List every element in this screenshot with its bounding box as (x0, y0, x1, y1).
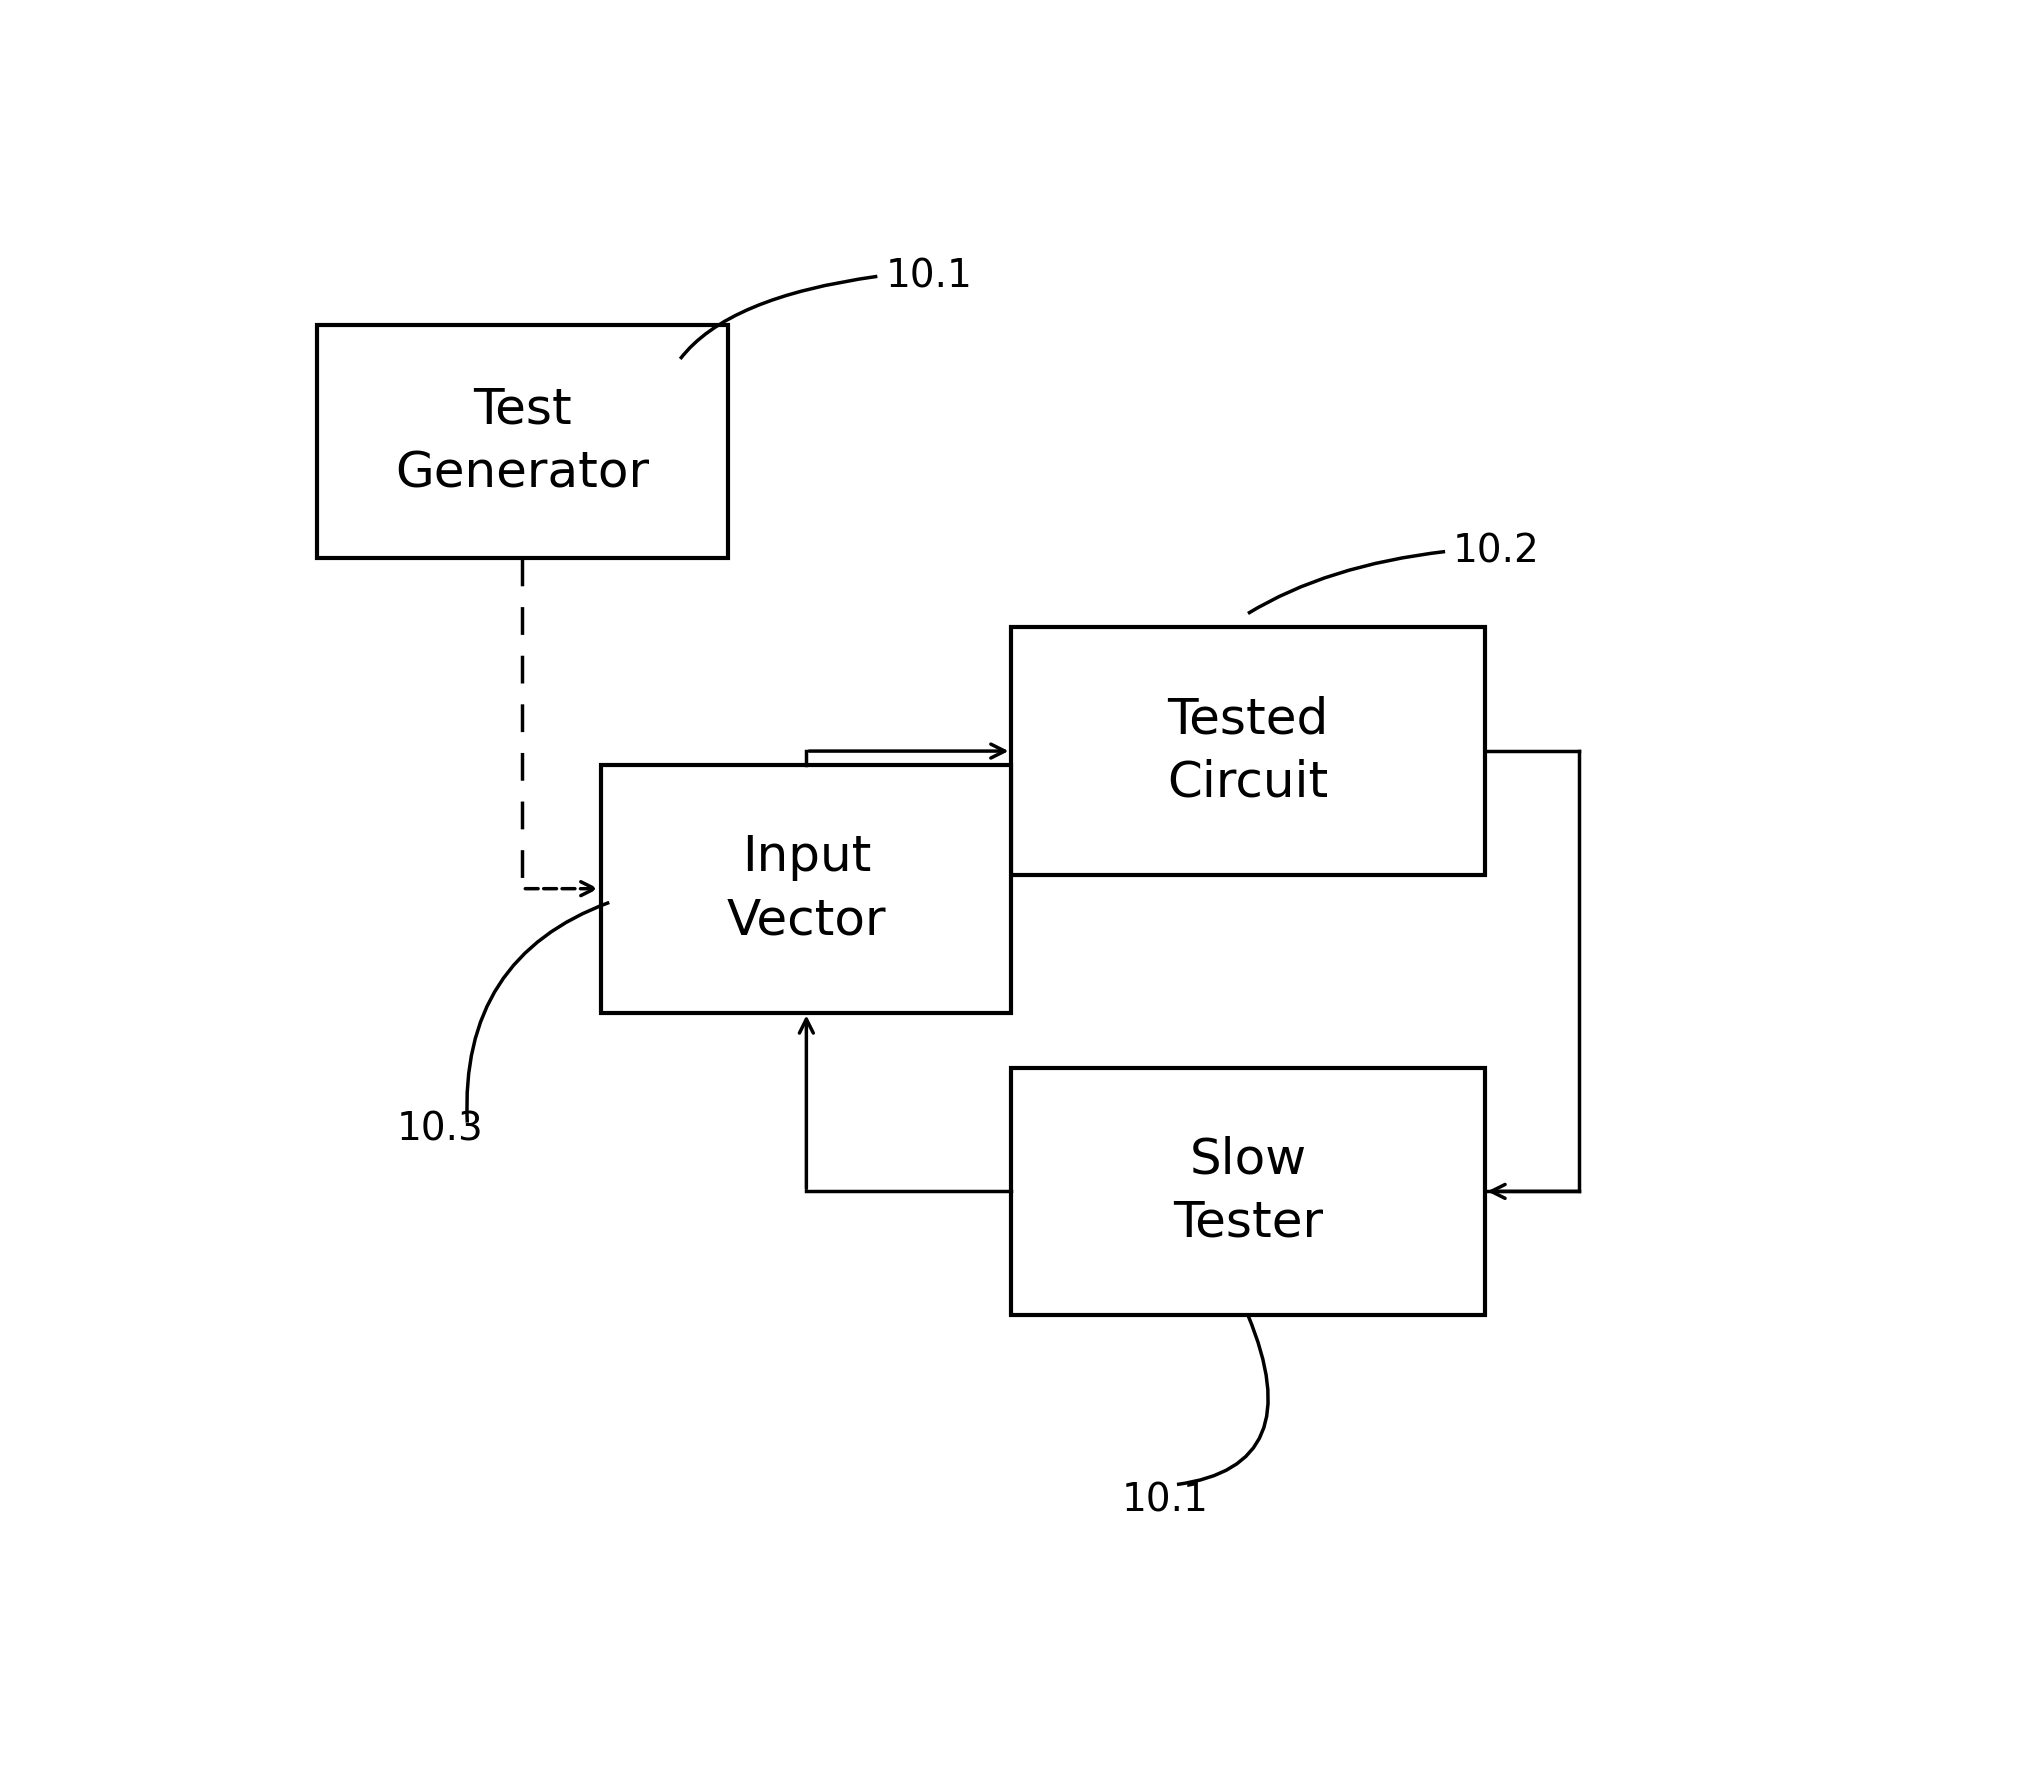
Text: 10.2: 10.2 (1453, 533, 1540, 570)
Text: Test
Generator: Test Generator (395, 386, 649, 497)
Bar (317, 325, 729, 558)
Text: Tested
Circuit: Tested Circuit (1168, 695, 1329, 806)
Text: Input
Vector: Input Vector (726, 833, 885, 944)
Text: 10.1: 10.1 (885, 257, 973, 295)
Text: Slow
Tester: Slow Tester (1172, 1137, 1323, 1247)
Text: 10.1: 10.1 (1121, 1481, 1209, 1521)
Bar (1011, 1067, 1486, 1315)
Bar (602, 765, 1011, 1013)
Bar (1011, 627, 1486, 876)
Text: 10.3: 10.3 (397, 1110, 482, 1149)
